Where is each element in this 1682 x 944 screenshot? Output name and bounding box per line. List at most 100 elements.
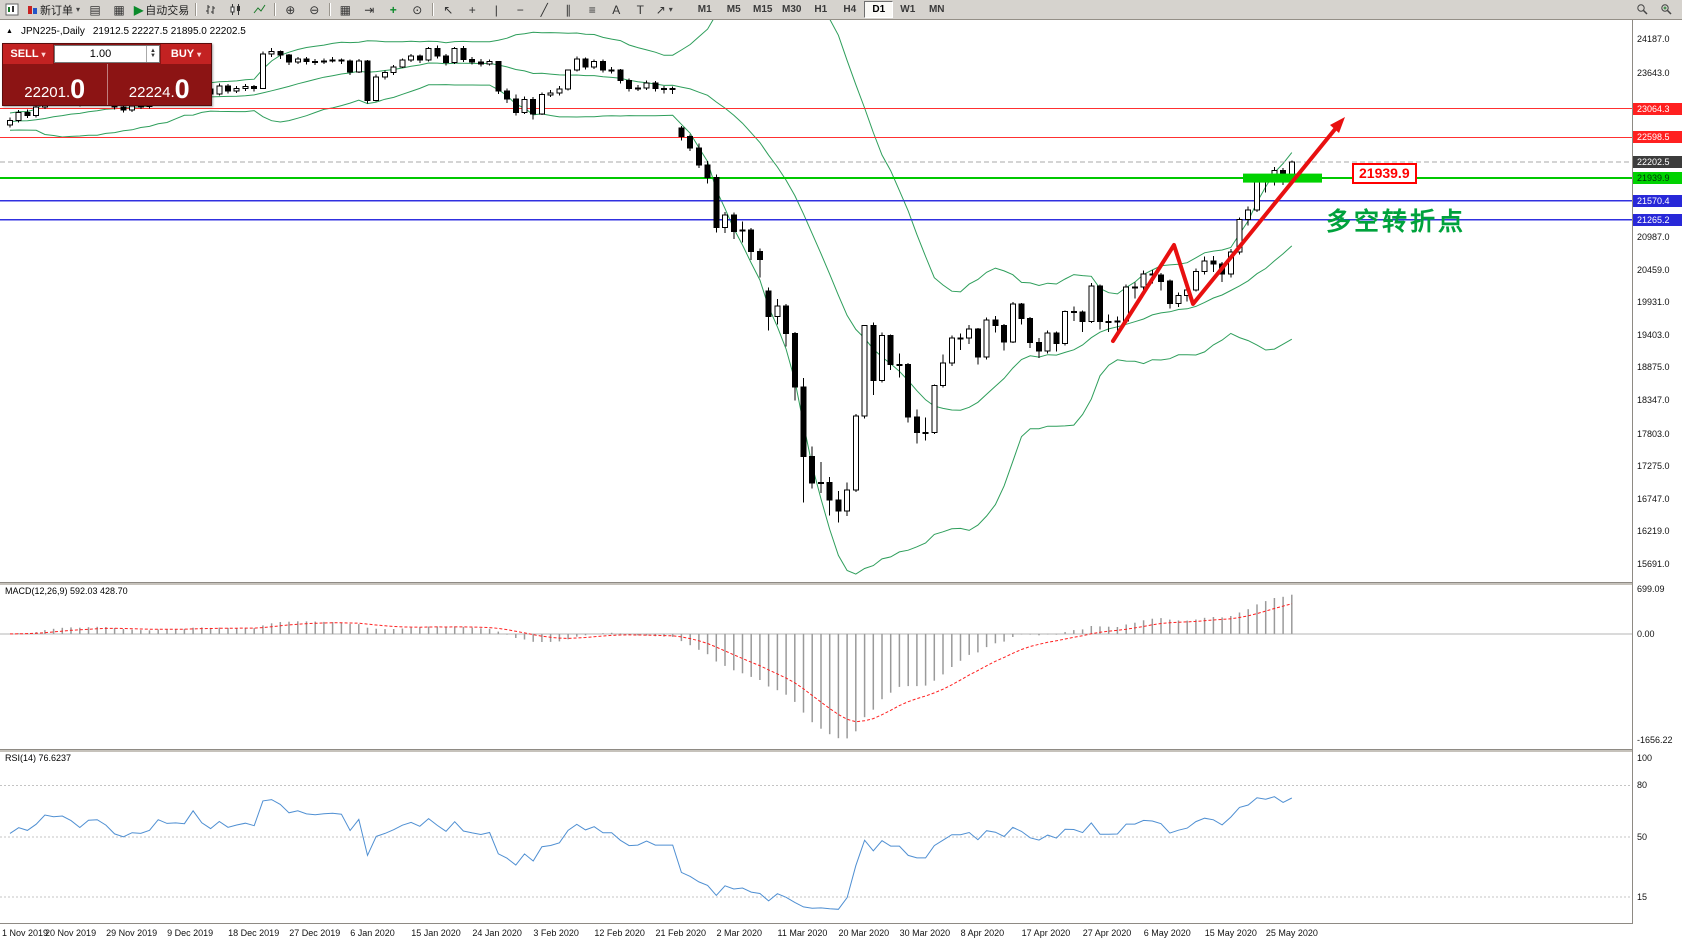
zoom-out-icon[interactable]: ⊖ <box>309 2 320 17</box>
symbol-ohlc: 21912.5 22227.5 21895.0 22202.5 <box>92 26 246 37</box>
buy-button[interactable]: BUY ▾ <box>161 44 211 64</box>
timeframe-m30[interactable]: M30 <box>782 4 802 15</box>
candle-body <box>259 53 266 90</box>
chart-shift-icon[interactable]: ⇥ <box>364 2 375 17</box>
turning-point-annotation: 多空转折点 <box>1326 208 1467 236</box>
time-tick-label: 20 Nov 2019 <box>45 928 97 938</box>
panel-separator[interactable] <box>0 749 1682 752</box>
price-axis: 24187.0 23643.0 20987.0 20459.0 19931.0 19403… <box>1632 20 1682 924</box>
buy-price-big: 0 <box>174 74 190 105</box>
macd-canvas[interactable] <box>0 584 1632 749</box>
time-tick-label: 11 Mar 2020 <box>777 928 828 938</box>
candle-body <box>1018 303 1025 319</box>
timeframe-d1[interactable]: D1 <box>864 1 894 18</box>
candlestick-chart-icon[interactable] <box>223 1 247 18</box>
lot-size-field[interactable]: 1.00 ▲ ▼ <box>54 45 160 63</box>
price-tick-label: 17275.0 <box>1637 461 1670 472</box>
candle-body <box>992 319 999 327</box>
candle-body <box>251 86 258 90</box>
candle-body <box>879 335 885 382</box>
cursor-tool-icon[interactable]: ↖ <box>443 2 454 17</box>
candle-body <box>277 51 284 56</box>
arrows-tool-button[interactable]: ↗ ▾ <box>652 1 676 18</box>
candle-body <box>573 58 580 71</box>
crosshair-tool-icon[interactable]: + <box>468 2 476 17</box>
candle-body <box>600 60 606 71</box>
macd-scale-label: -1656.22 <box>1637 734 1673 745</box>
sell-price[interactable]: 22201. 0 <box>3 64 108 105</box>
timeframe-m1[interactable]: M1 <box>697 4 712 15</box>
spinner-up-icon[interactable]: ▲ <box>150 48 156 54</box>
price-tick-label: 23643.0 <box>1637 67 1670 78</box>
timeframe-m15[interactable]: M15 <box>753 4 773 15</box>
panel-separator[interactable] <box>0 582 1682 585</box>
time-tick-label: 21 Feb 2020 <box>655 928 706 938</box>
candle-body <box>913 416 920 434</box>
vertical-line-tool-icon[interactable]: | <box>494 2 498 17</box>
buy-price[interactable]: 22224. 0 <box>108 64 212 105</box>
magnifier-plus-glyph <box>1660 4 1672 15</box>
candle-body <box>1192 270 1199 291</box>
candle-body <box>783 305 790 335</box>
timeframe-m5[interactable]: M5 <box>726 4 741 15</box>
time-tick-label: 6 Jan 2020 <box>350 928 395 938</box>
profiles-icon[interactable]: ▤ <box>89 2 101 17</box>
candle-body <box>521 99 528 114</box>
timeframe-h4[interactable]: H4 <box>843 4 857 15</box>
channel-tool-icon[interactable]: ∥ <box>565 2 572 17</box>
line-chart-icon[interactable] <box>247 1 271 18</box>
time-tick-label: 1 Nov 2019 <box>2 928 49 938</box>
candle-body <box>966 328 973 339</box>
candle-body <box>347 60 354 73</box>
candle-body <box>242 86 249 90</box>
timeframe-mn[interactable]: MN <box>928 4 945 15</box>
rsi-canvas[interactable] <box>0 751 1632 923</box>
candle-body <box>1131 286 1138 289</box>
candle-body <box>225 85 231 92</box>
timeframe-w1[interactable]: W1 <box>900 4 916 15</box>
line-chart-glyph <box>253 4 266 14</box>
candle-body <box>486 60 493 65</box>
candle-body <box>216 85 223 95</box>
auto-trading-button[interactable]: ▶ 自动交易 <box>131 1 192 18</box>
bar-chart-icon[interactable] <box>199 1 223 18</box>
sell-price-main: 22201. <box>24 83 71 101</box>
arrow-tool-icon: ↗ <box>655 2 666 17</box>
new-order-button[interactable]: 新订单 ▾ <box>24 1 83 18</box>
search-icon[interactable] <box>1630 1 1654 18</box>
rsi-scale-label: 50 <box>1637 832 1648 842</box>
trendline-tool-icon[interactable]: ╱ <box>540 2 548 17</box>
text-label-tool-icon[interactable]: T <box>636 2 644 17</box>
price-chart-canvas[interactable] <box>0 20 1632 582</box>
zoom-in-icon[interactable]: ⊕ <box>285 2 296 17</box>
time-tick-label: 6 May 2020 <box>1143 928 1191 938</box>
candle-body <box>408 55 415 61</box>
lot-spinner[interactable]: ▲ ▼ <box>146 46 159 62</box>
advanced-search-icon[interactable] <box>1654 1 1678 18</box>
price-tick-label: 16747.0 <box>1637 493 1670 504</box>
bollinger-middle-band <box>9 62 1293 411</box>
fibonacci-tool-icon[interactable]: ≡ <box>588 2 596 17</box>
price-tick-label: 18347.0 <box>1637 394 1670 405</box>
candle-body <box>1201 260 1208 272</box>
candle-body <box>1166 280 1173 304</box>
candle-body <box>896 364 903 367</box>
candle-body <box>704 164 711 179</box>
sell-button[interactable]: SELL ▾ <box>3 44 53 64</box>
chart-window-icon[interactable] <box>0 1 24 18</box>
candle-body <box>748 229 755 253</box>
candle-body <box>1070 311 1077 313</box>
period-clock-icon[interactable]: ⊙ <box>412 2 423 17</box>
spinner-down-icon[interactable]: ▼ <box>150 53 156 59</box>
candle-body <box>443 55 449 64</box>
tile-charts-icon[interactable]: ▦ <box>339 2 351 17</box>
price-tick-label: 16219.0 <box>1637 526 1670 537</box>
tile-windows-icon[interactable]: ▦ <box>113 2 125 17</box>
timeframe-h1[interactable]: H1 <box>814 4 828 15</box>
horizontal-line-tool-icon[interactable]: − <box>516 2 524 17</box>
bar-chart-glyph <box>205 5 215 14</box>
candle-body <box>1105 320 1112 323</box>
indicators-add-icon[interactable]: + <box>389 2 397 17</box>
rsi-scale-label: 100 <box>1637 753 1653 763</box>
text-tool-icon[interactable]: A <box>612 2 621 17</box>
